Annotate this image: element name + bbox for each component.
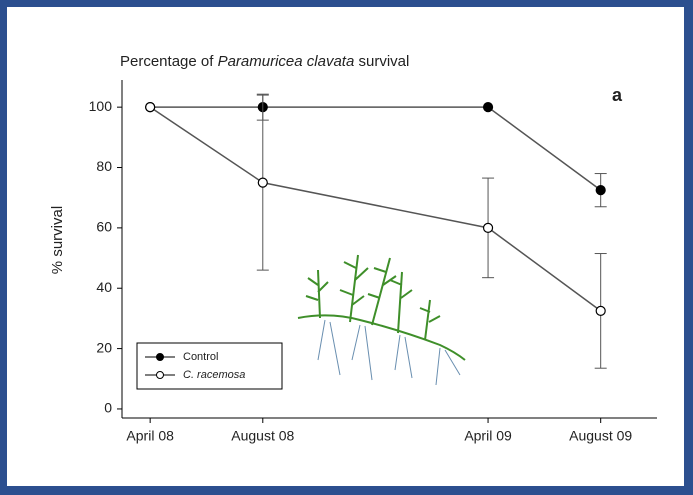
legend-marker: [157, 354, 164, 361]
marker: [484, 103, 493, 112]
series-line: [150, 107, 601, 311]
y-tick-label: 80: [96, 158, 112, 174]
marker: [258, 178, 267, 187]
x-tick-label: August 08: [231, 428, 294, 444]
algae-illustration: [298, 255, 465, 385]
chart: Percentage of Paramuricea clavata surviv…: [0, 0, 693, 495]
y-tick-label: 40: [96, 279, 112, 295]
chart-title: Percentage of Paramuricea clavata surviv…: [120, 53, 409, 70]
title-part: survival: [354, 53, 409, 70]
y-tick-label: 60: [96, 219, 112, 235]
y-tick-label: 0: [104, 400, 112, 416]
y-tick-label: 20: [96, 339, 112, 355]
y-tick-label: 100: [89, 98, 113, 114]
title-part: Paramuricea clavata: [218, 53, 355, 70]
legend-label: C. racemosa: [183, 369, 245, 381]
series-line: [150, 107, 601, 190]
panel-label: a: [612, 85, 623, 105]
marker: [146, 103, 155, 112]
legend-marker: [157, 372, 164, 379]
x-tick-label: August 09: [569, 428, 632, 444]
y-axis-label: % survival: [49, 206, 66, 274]
legend-label: Control: [183, 351, 218, 363]
x-tick-label: April 08: [126, 428, 174, 444]
marker: [596, 306, 605, 315]
marker: [596, 186, 605, 195]
x-tick-label: April 09: [464, 428, 512, 444]
title-part: Percentage of: [120, 53, 218, 70]
legend-box: [137, 343, 282, 389]
marker: [484, 223, 493, 232]
